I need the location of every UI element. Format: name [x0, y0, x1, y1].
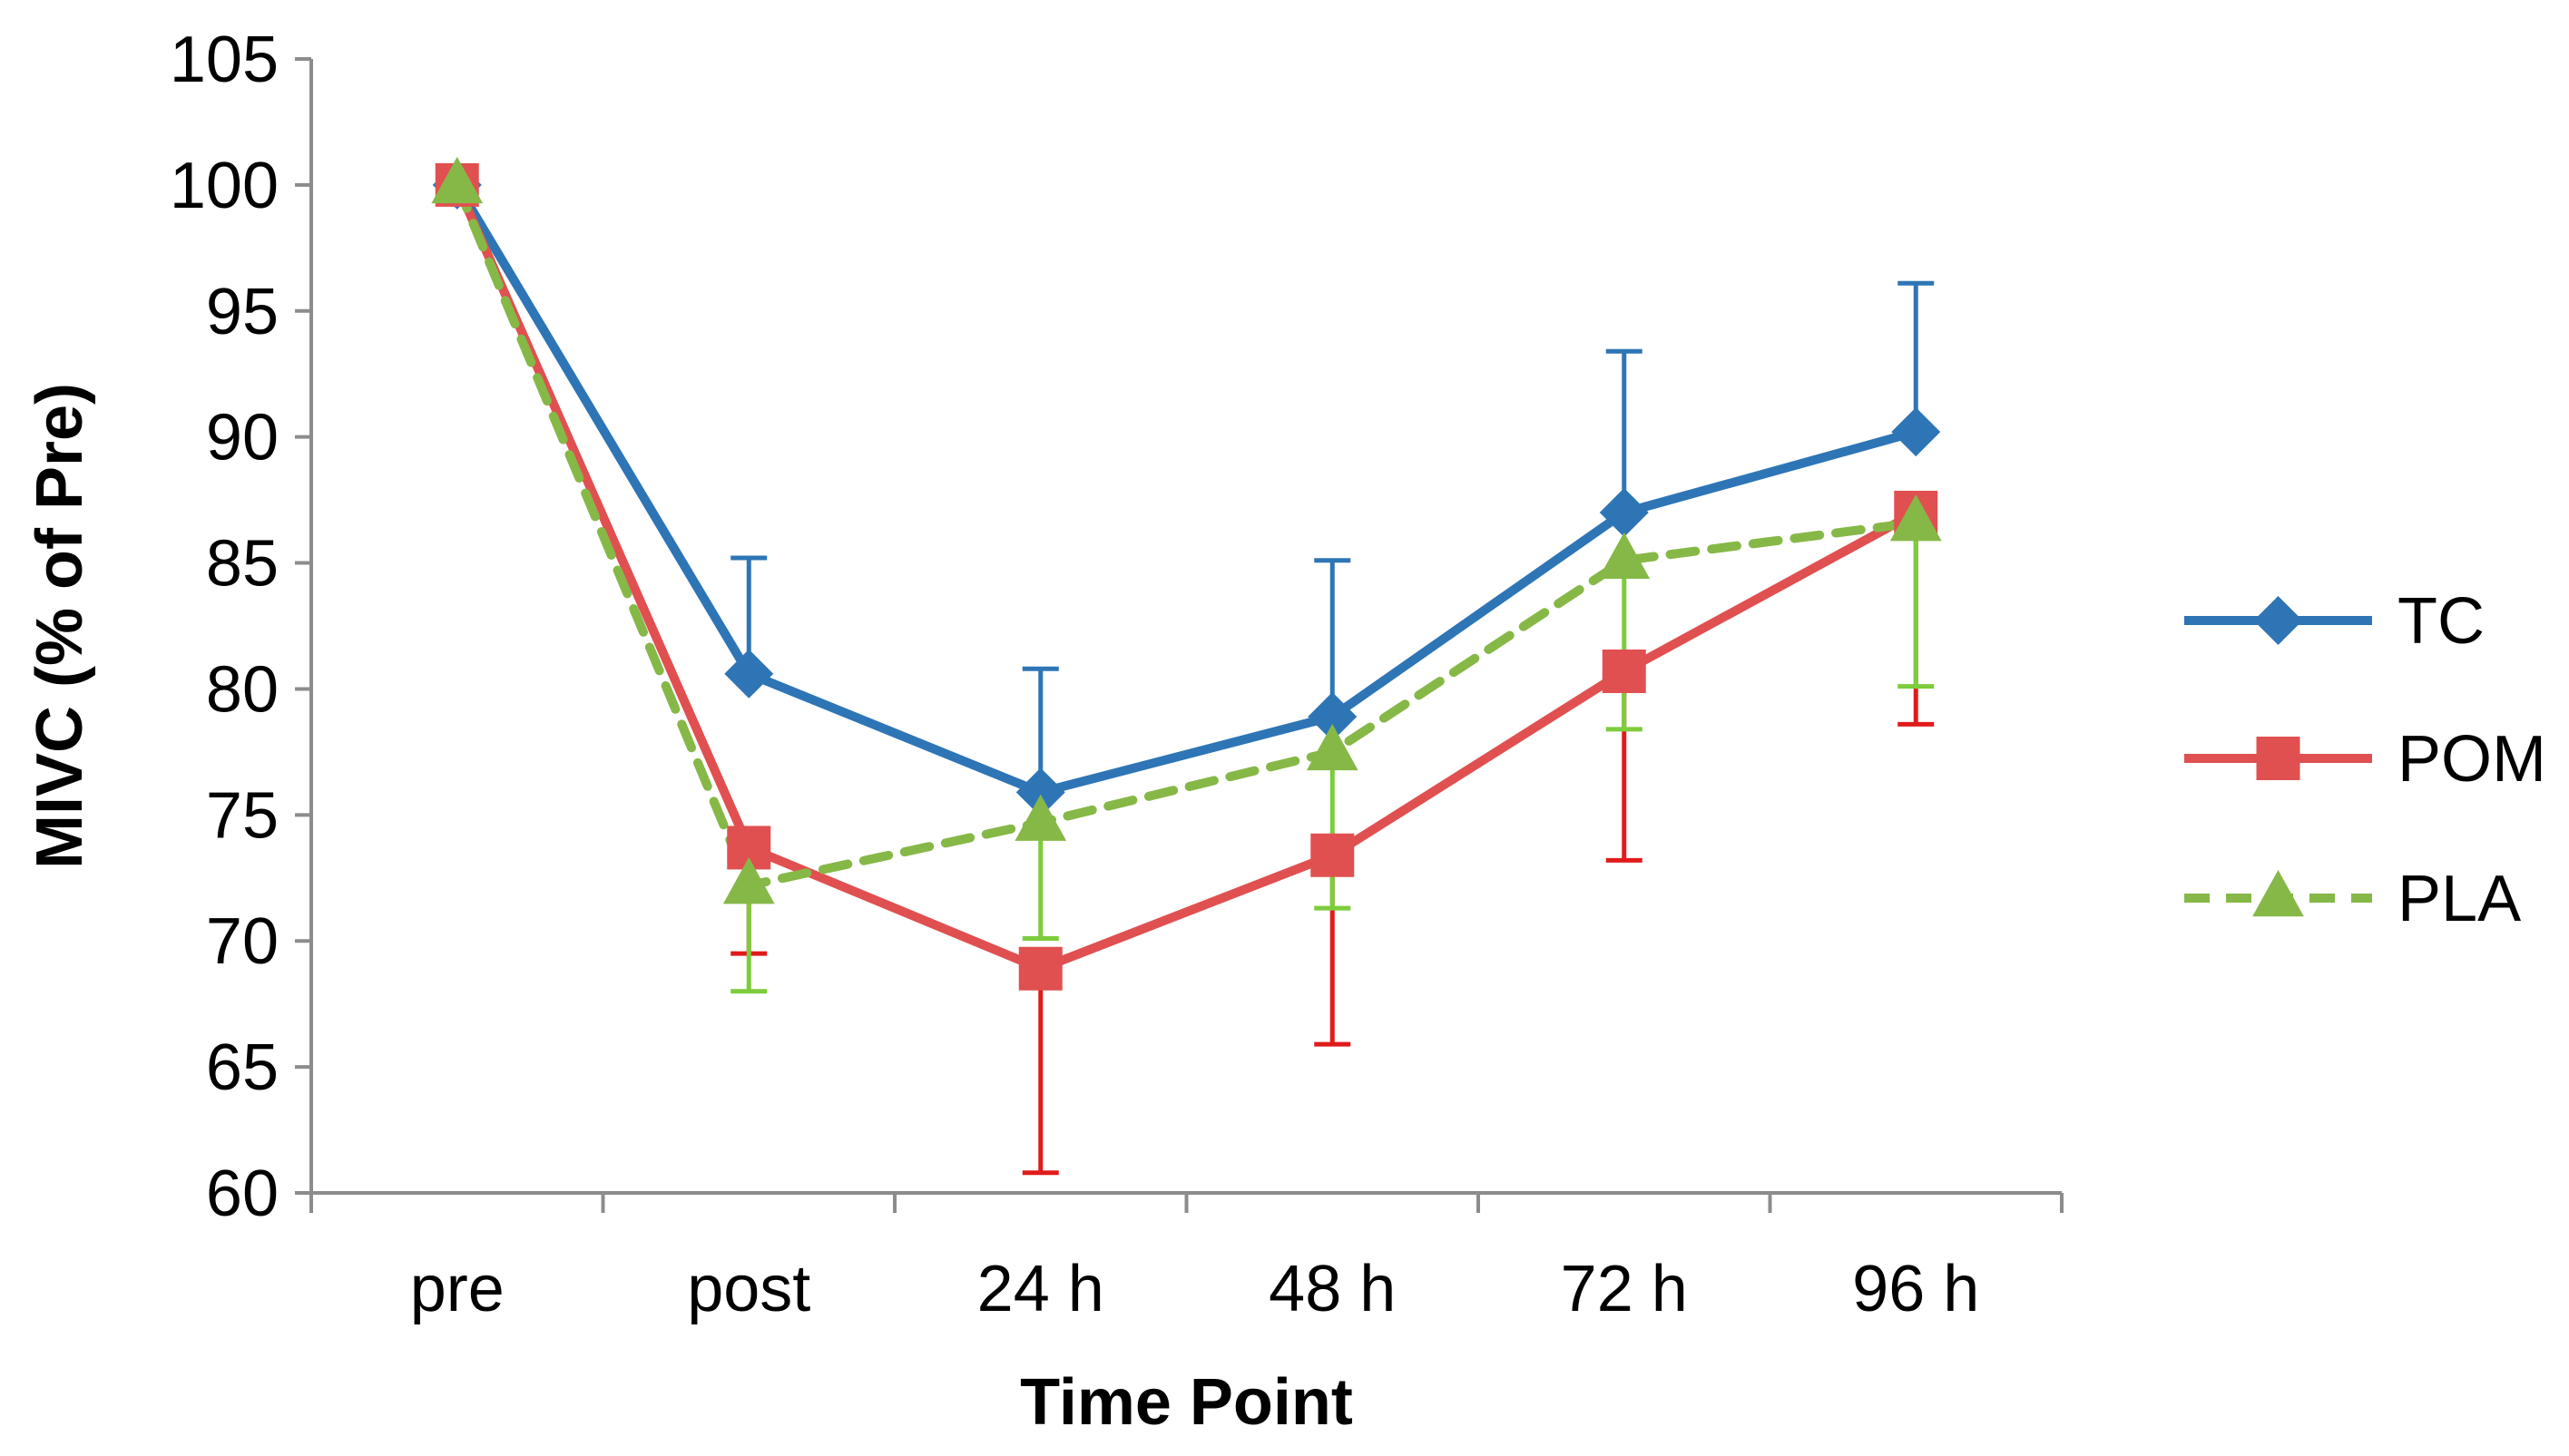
data-point-pla — [1015, 794, 1067, 841]
y-tick-label: 75 — [206, 779, 279, 852]
data-point-pom — [1602, 650, 1646, 693]
data-point-pom — [1018, 946, 1063, 991]
y-tick-label: 105 — [170, 24, 279, 96]
series-line-pla — [452, 180, 1921, 891]
data-point-pla — [1889, 494, 1942, 542]
series-line-tc — [452, 180, 1921, 797]
y-tick-label: 70 — [206, 905, 279, 978]
error-bars — [730, 280, 1935, 1176]
data-point-tc — [1015, 767, 1065, 817]
y-tick-label: 100 — [170, 150, 279, 222]
legend-label-pom: POM — [2397, 723, 2546, 796]
series-lines — [452, 180, 1921, 973]
data-point-pla — [1598, 532, 1651, 580]
legend-marker-pom — [2256, 737, 2300, 780]
series-markers — [431, 156, 1942, 991]
legend-label-pla: PLA — [2397, 863, 2521, 935]
y-tick-label: 85 — [206, 528, 279, 601]
data-point-pla — [431, 156, 484, 204]
x-tick-label: 96 h — [1852, 1253, 1979, 1325]
y-axis-title: MIVC (% of Pre) — [24, 383, 96, 869]
x-tick-label: 24 h — [977, 1253, 1104, 1325]
data-point-pla — [722, 857, 775, 904]
x-tick-label: 72 h — [1561, 1253, 1688, 1325]
y-tick-label: 65 — [206, 1031, 279, 1104]
y-tick-label: 90 — [206, 402, 279, 474]
y-tick-label: 80 — [206, 653, 279, 726]
x-axis-title: Time Point — [1020, 1366, 1353, 1439]
data-point-pom — [1310, 833, 1355, 877]
data-point-tc — [724, 649, 774, 699]
x-tick-label: post — [687, 1253, 810, 1325]
data-point-pla — [1306, 723, 1358, 771]
y-tick-label: 60 — [206, 1158, 279, 1230]
x-tick-label: 48 h — [1269, 1253, 1396, 1325]
x-tick-label: pre — [410, 1253, 505, 1325]
legend-marker-tc — [2253, 596, 2303, 645]
y-tick-label: 95 — [206, 276, 279, 348]
data-point-tc — [1891, 407, 1941, 457]
legend-label-tc: TC — [2397, 585, 2485, 658]
legend: TC POM PLA — [2184, 585, 2546, 935]
data-point-tc — [1308, 692, 1358, 741]
axes: 60 65 70 75 80 85 90 95 100 105 pre post 24 h 48 h 72 … — [170, 24, 2064, 1325]
data-point-tc — [1599, 488, 1649, 537]
legend-marker-pla — [2252, 869, 2304, 917]
series-line-pom — [452, 180, 1921, 973]
